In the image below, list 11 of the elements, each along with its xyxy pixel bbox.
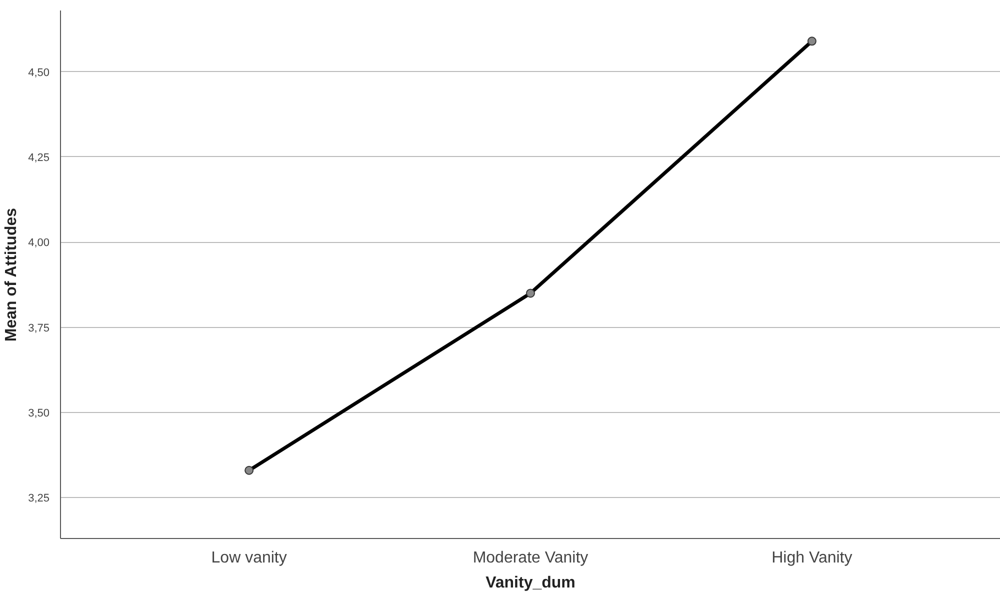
y-axis-title: Mean of Attitudes <box>3 208 20 342</box>
x-tick-label: Moderate Vanity <box>472 550 588 566</box>
x-tick-label: High Vanity <box>772 550 852 566</box>
y-tick-label: 3,25 <box>28 492 50 505</box>
y-tick-label: 4,50 <box>28 66 50 79</box>
y-tick-label: 4,00 <box>28 237 50 250</box>
x-tick-label: Low vanity <box>211 550 287 566</box>
y-tick-label: 3,50 <box>28 407 50 420</box>
y-tick-label: 3,75 <box>28 322 50 334</box>
x-axis-title: Vanity_dum <box>486 574 576 592</box>
y-tick-label: 4,25 <box>28 152 50 164</box>
